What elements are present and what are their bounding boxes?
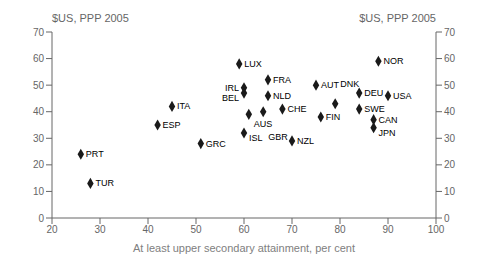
svg-text:20: 20: [46, 224, 58, 235]
svg-text:SWE: SWE: [364, 104, 385, 114]
html-text:$US, PPP 2005: $US, PPP 2005: [52, 12, 129, 24]
svg-text:At least upper secondary attai: At least upper secondary attainment, per…: [133, 242, 355, 254]
svg-text:ISL: ISL: [249, 133, 263, 143]
html-text:$US, PPP 2005: $US, PPP 2005: [359, 12, 436, 24]
svg-text:NZL: NZL: [297, 136, 314, 146]
svg-text:20: 20: [33, 159, 45, 170]
svg-text:ITA: ITA: [177, 101, 190, 111]
svg-text:30: 30: [444, 133, 456, 144]
svg-text:50: 50: [190, 224, 202, 235]
svg-text:CAN: CAN: [379, 115, 398, 125]
svg-text:0: 0: [38, 213, 44, 224]
svg-text:LUX: LUX: [244, 59, 262, 69]
svg-text:DEU: DEU: [364, 88, 383, 98]
svg-text:GRC: GRC: [206, 139, 227, 149]
svg-text:FRA: FRA: [273, 75, 291, 85]
svg-text:60: 60: [33, 53, 45, 64]
svg-text:90: 90: [382, 224, 394, 235]
svg-text:60: 60: [444, 53, 456, 64]
svg-text:10: 10: [444, 186, 456, 197]
svg-text:USA: USA: [393, 91, 412, 101]
svg-text:BEL: BEL: [222, 93, 239, 103]
svg-text:30: 30: [33, 133, 45, 144]
svg-text:10: 10: [33, 186, 45, 197]
svg-text:CHE: CHE: [287, 104, 306, 114]
svg-text:JPN: JPN: [379, 128, 396, 138]
svg-text:60: 60: [238, 224, 250, 235]
svg-text:FIN: FIN: [326, 112, 341, 122]
svg-text:0: 0: [444, 213, 450, 224]
svg-text:NLD: NLD: [273, 91, 292, 101]
svg-text:100: 100: [428, 224, 445, 235]
svg-text:AUT: AUT: [321, 80, 340, 90]
svg-text:20: 20: [444, 159, 456, 170]
svg-text:DNK: DNK: [340, 79, 359, 89]
svg-text:ESP: ESP: [163, 120, 181, 130]
svg-text:30: 30: [94, 224, 106, 235]
svg-text:50: 50: [33, 80, 45, 91]
svg-text:PRT: PRT: [86, 149, 104, 159]
svg-text:40: 40: [33, 106, 45, 117]
svg-text:70: 70: [286, 224, 298, 235]
svg-text:40: 40: [444, 106, 456, 117]
svg-text:IRL: IRL: [225, 83, 239, 93]
svg-text:70: 70: [33, 27, 45, 38]
svg-text:AUS: AUS: [254, 119, 273, 129]
svg-text:40: 40: [142, 224, 154, 235]
svg-text:NOR: NOR: [383, 56, 404, 66]
svg-text:70: 70: [444, 27, 456, 38]
svg-text:GBR: GBR: [268, 132, 288, 142]
svg-text:TUR: TUR: [95, 178, 114, 188]
svg-text:50: 50: [444, 80, 456, 91]
svg-text:80: 80: [334, 224, 346, 235]
